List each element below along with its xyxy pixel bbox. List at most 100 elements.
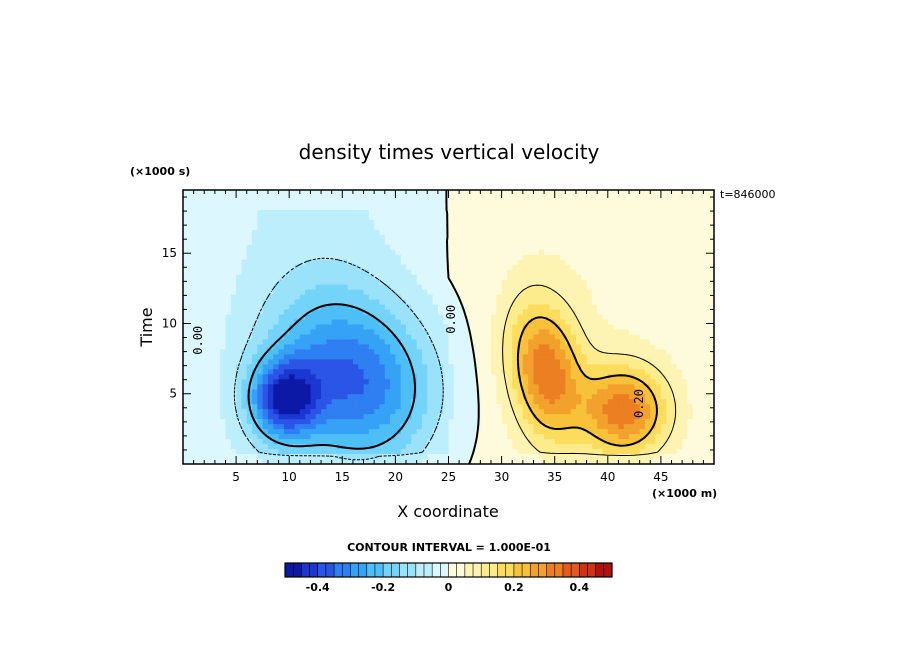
heatmap-cell	[347, 354, 354, 360]
heatmap-cell	[220, 384, 227, 390]
heatmap-cell	[490, 219, 497, 226]
heatmap-cell	[671, 424, 678, 430]
heatmap-cell	[352, 354, 359, 360]
heatmap-cell	[342, 219, 349, 226]
heatmap-cell	[602, 294, 609, 301]
heatmap-cell	[581, 274, 588, 281]
heatmap-cell	[597, 199, 604, 206]
heatmap-cell	[305, 394, 312, 400]
heatmap-cell	[544, 264, 550, 271]
heatmap-cell	[342, 399, 349, 405]
heatmap-cell	[650, 249, 657, 256]
heatmap-cell	[671, 209, 678, 216]
heatmap-cell	[650, 374, 657, 380]
heatmap-cell	[575, 434, 582, 440]
heatmap-cell	[480, 334, 487, 341]
heatmap-cell	[549, 354, 556, 360]
heatmap-cell	[342, 214, 349, 221]
heatmap-cell	[352, 344, 359, 351]
heatmap-cell	[384, 389, 391, 395]
heatmap-cell	[570, 204, 577, 211]
heatmap-cell	[660, 279, 667, 286]
heatmap-cell	[262, 399, 269, 405]
heatmap-cell	[283, 219, 290, 226]
heatmap-cell	[464, 294, 471, 301]
heatmap-cell	[267, 209, 274, 216]
heatmap-cell	[586, 194, 593, 201]
heatmap-cell	[597, 329, 604, 336]
heatmap-cell	[289, 384, 296, 390]
heatmap-cell	[629, 299, 635, 306]
heatmap-cell	[575, 304, 582, 311]
heatmap-cell	[315, 239, 322, 246]
heatmap-cell	[475, 304, 481, 311]
heatmap-cell	[241, 384, 248, 390]
heatmap-cell	[209, 299, 216, 306]
heatmap-cell	[464, 374, 471, 380]
heatmap-cell	[315, 424, 322, 430]
heatmap-cell	[650, 279, 657, 286]
heatmap-cell	[575, 359, 582, 365]
heatmap-cell	[246, 209, 253, 216]
heatmap-cell	[666, 384, 673, 390]
heatmap-cell	[416, 264, 423, 271]
heatmap-cell	[538, 264, 545, 271]
heatmap-cell	[581, 429, 588, 435]
heatmap-cell	[644, 369, 651, 375]
heatmap-cell	[262, 269, 269, 276]
heatmap-cell	[252, 384, 258, 390]
heatmap-cell	[581, 374, 588, 380]
heatmap-cell	[336, 429, 343, 435]
heatmap-cell	[485, 309, 492, 316]
heatmap-cell	[257, 319, 264, 326]
heatmap-cell	[315, 229, 322, 236]
heatmap-cell	[650, 190, 657, 196]
heatmap-cell	[214, 294, 221, 301]
heatmap-cell	[490, 229, 497, 236]
heatmap-cell	[315, 309, 322, 316]
heatmap-cell	[480, 429, 487, 435]
heatmap-cell	[421, 419, 428, 425]
heatmap-cell	[671, 379, 678, 385]
heatmap-cell	[236, 424, 243, 430]
heatmap-cell	[682, 424, 689, 430]
heatmap-cell	[464, 329, 471, 336]
heatmap-cell	[230, 359, 237, 365]
heatmap-cell	[331, 249, 338, 256]
heatmap-cell	[310, 434, 317, 440]
heatmap-cell	[342, 289, 349, 296]
heatmap-cell	[591, 249, 598, 256]
heatmap-cell	[618, 404, 625, 410]
heatmap-cell	[692, 224, 699, 231]
heatmap-cell	[586, 434, 593, 440]
heatmap-cell	[400, 309, 407, 316]
heatmap-cell	[252, 239, 258, 246]
heatmap-cell	[671, 279, 678, 286]
heatmap-cell	[390, 384, 396, 390]
heatmap-cell	[262, 394, 269, 400]
heatmap-cell	[299, 234, 306, 241]
heatmap-cell	[395, 294, 402, 301]
heatmap-cell	[644, 199, 651, 206]
heatmap-cell	[448, 199, 455, 206]
heatmap-cell	[671, 304, 678, 311]
heatmap-cell	[676, 314, 683, 321]
heatmap-cell	[544, 404, 550, 410]
heatmap-cell	[289, 394, 296, 400]
heatmap-cell	[267, 409, 274, 415]
heatmap-cell	[660, 194, 667, 201]
heatmap-cell	[310, 349, 317, 355]
heatmap-cell	[390, 344, 396, 351]
heatmap-cell	[321, 354, 327, 360]
heatmap-cell	[459, 259, 466, 266]
heatmap-cell	[591, 429, 598, 435]
heatmap-cell	[570, 429, 577, 435]
heatmap-cell	[517, 299, 524, 306]
heatmap-cell	[193, 344, 200, 351]
heatmap-cell	[336, 239, 343, 246]
heatmap-cell	[278, 229, 285, 236]
heatmap-cell	[575, 199, 582, 206]
heatmap-cell	[506, 409, 513, 415]
heatmap-cell	[581, 284, 588, 291]
heatmap-cell	[193, 349, 200, 355]
